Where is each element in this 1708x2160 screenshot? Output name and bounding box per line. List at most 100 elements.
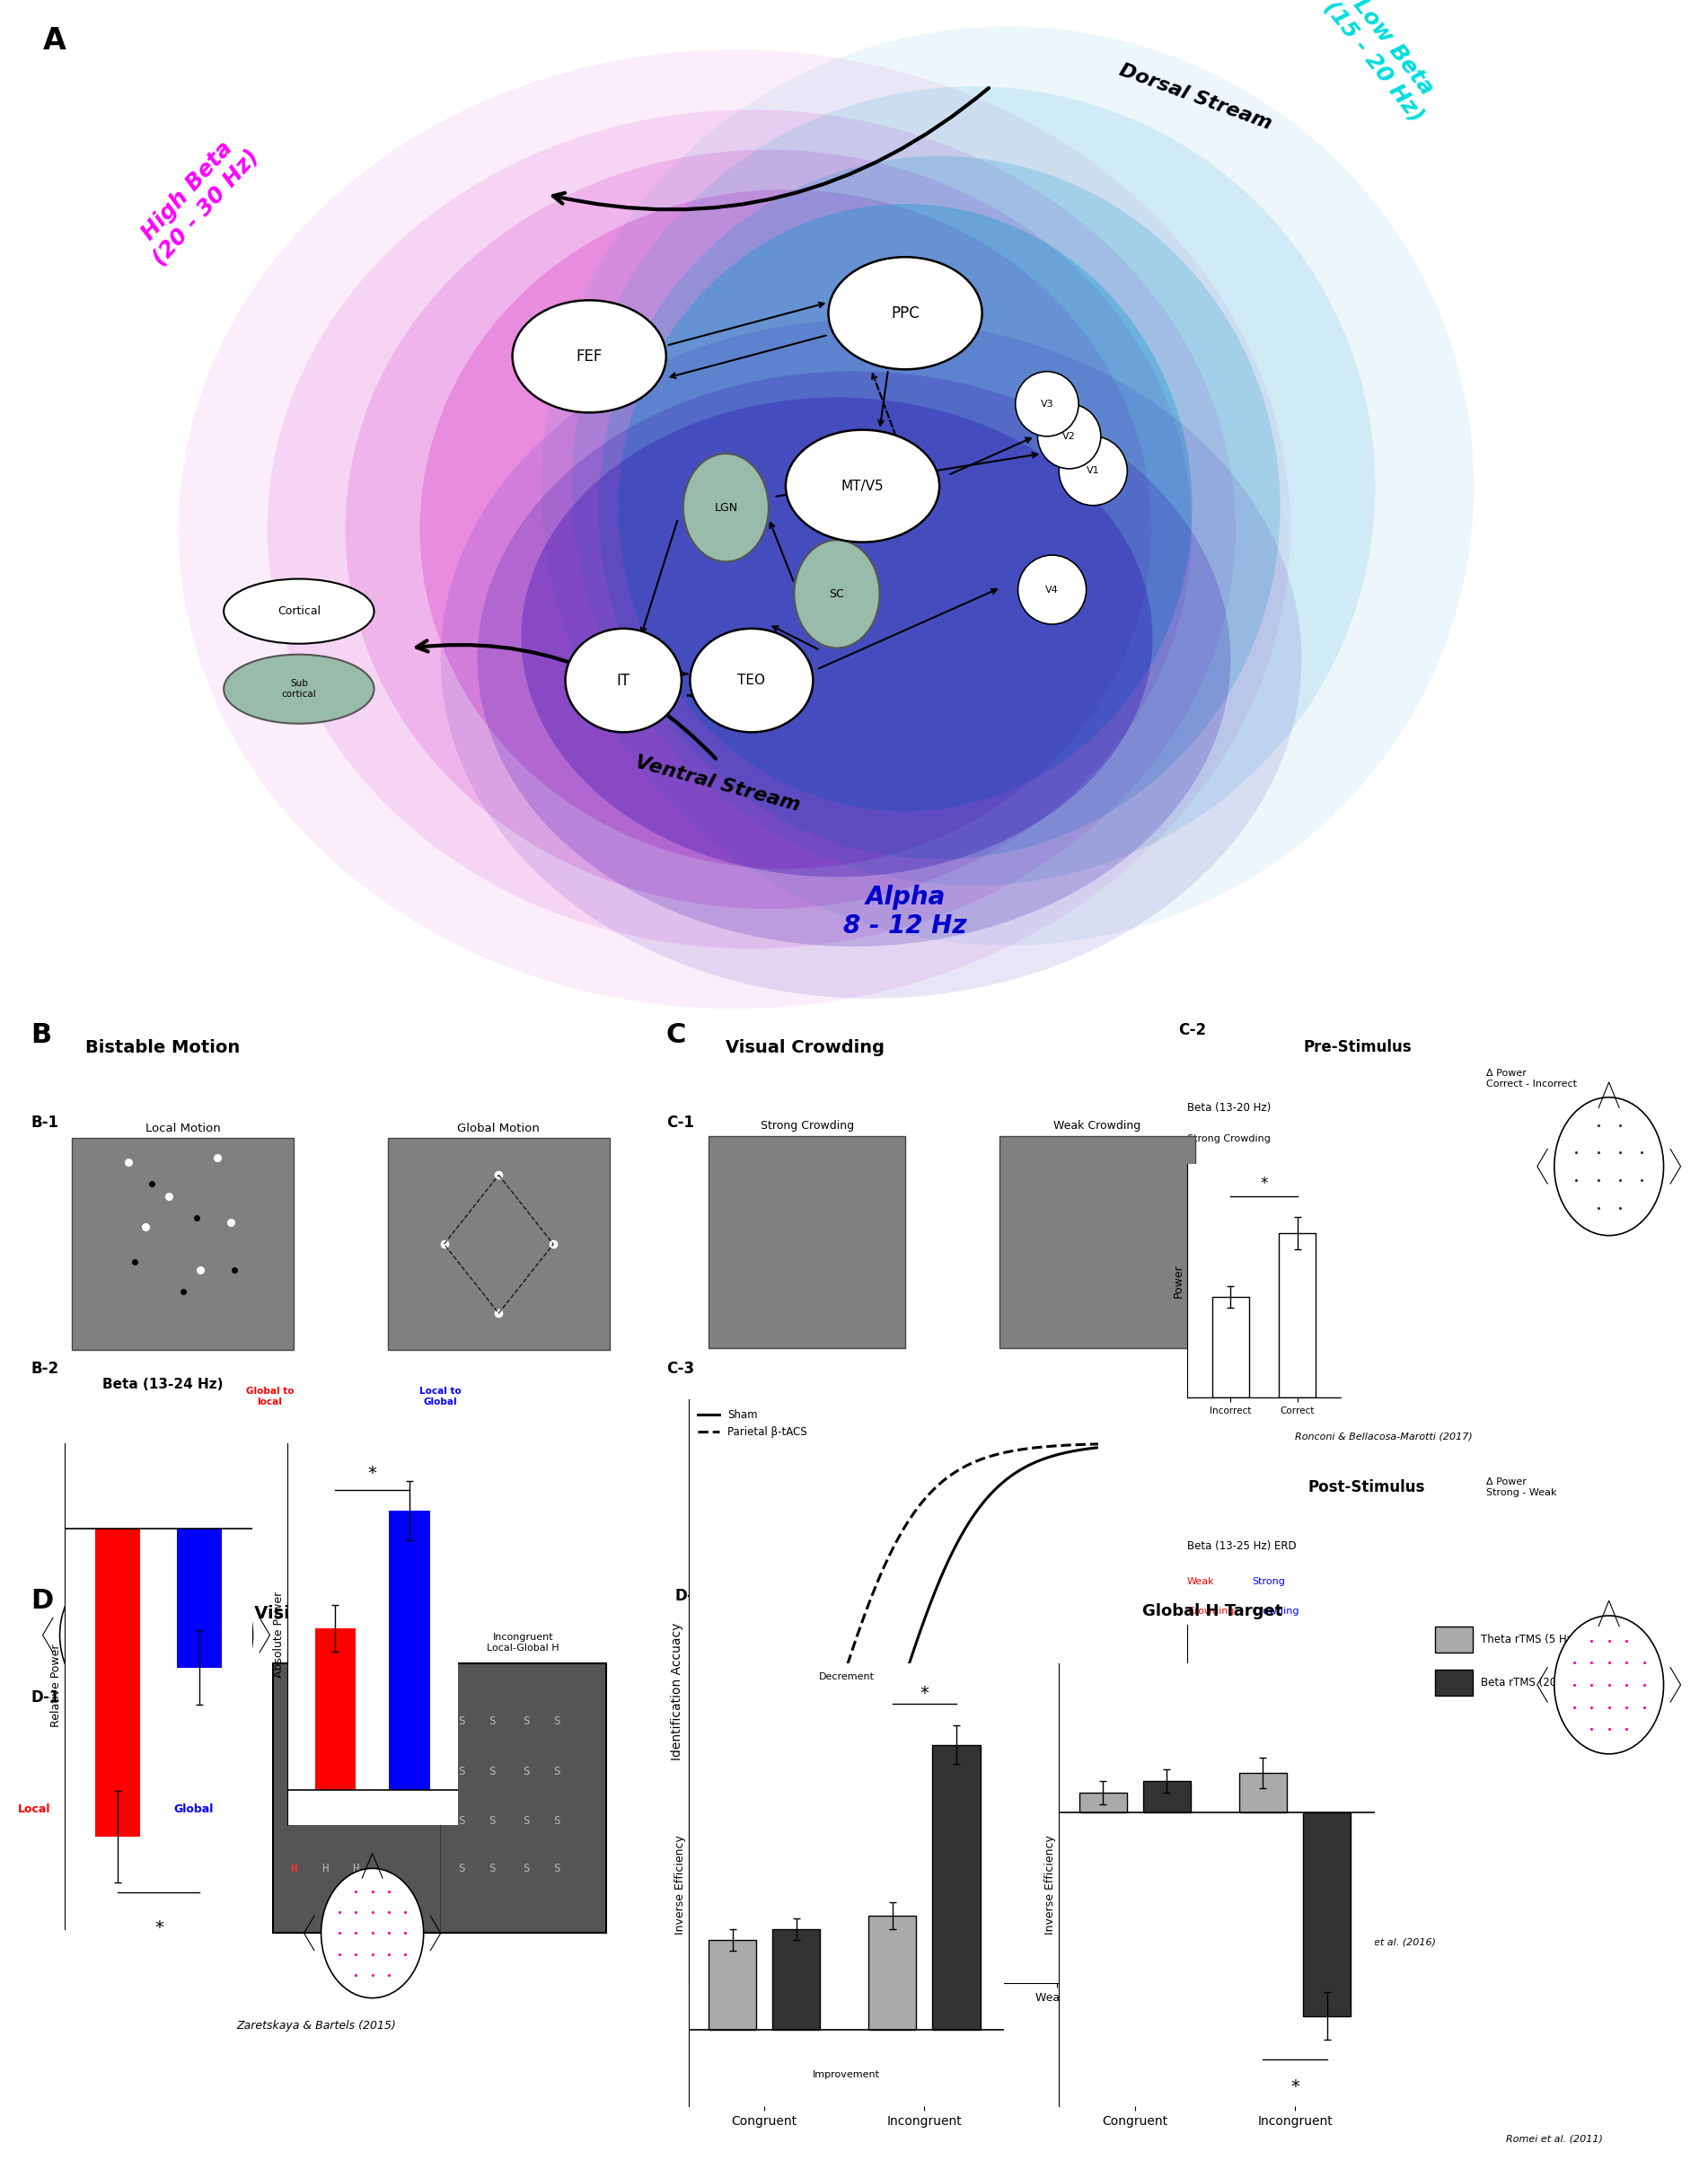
Text: Improvement: Improvement bbox=[813, 2071, 880, 2080]
Text: Visual Crowding: Visual Crowding bbox=[726, 1039, 885, 1056]
Text: V1: V1 bbox=[1086, 467, 1100, 475]
Text: Weak: Weak bbox=[1187, 1577, 1214, 1585]
Circle shape bbox=[60, 1570, 162, 1700]
Ellipse shape bbox=[1059, 436, 1127, 505]
Text: *: * bbox=[1261, 1175, 1267, 1192]
Text: D-2: D-2 bbox=[675, 1588, 704, 1603]
Text: Battaglini et al. (2020): Battaglini et al. (2020) bbox=[845, 2009, 958, 2017]
Parietal β-tACS bbox=[1088, 1432, 1108, 1458]
Bar bbox=[389, 1510, 430, 1791]
Bar bbox=[1213, 1296, 1249, 1398]
Text: Strong: Strong bbox=[1252, 1577, 1284, 1585]
Ellipse shape bbox=[441, 320, 1301, 998]
Parietal β-tACS bbox=[1023, 1434, 1044, 1460]
Bar bbox=[314, 1629, 355, 1791]
Text: *: * bbox=[154, 1920, 164, 1938]
Text: H: H bbox=[804, 1238, 810, 1246]
Text: B-2: B-2 bbox=[31, 1361, 58, 1376]
Text: H: H bbox=[352, 1814, 359, 1827]
Sham bbox=[680, 1966, 700, 1992]
Circle shape bbox=[1554, 1616, 1664, 1754]
Bar bbox=[868, 1916, 915, 2030]
Ellipse shape bbox=[266, 110, 1235, 948]
Text: H: H bbox=[352, 1715, 359, 1728]
Text: Zaretskaya & Bartels (2015): Zaretskaya & Bartels (2015) bbox=[236, 2020, 396, 2030]
Circle shape bbox=[683, 454, 769, 562]
Text: Crowding: Crowding bbox=[1187, 1607, 1235, 1616]
Parietal β-tACS bbox=[922, 1477, 943, 1503]
Legend: Sham, Parietal β-tACS: Sham, Parietal β-tACS bbox=[693, 1404, 811, 1443]
Text: H: H bbox=[774, 1199, 779, 1207]
Circle shape bbox=[794, 540, 880, 648]
Circle shape bbox=[321, 1868, 424, 1998]
Ellipse shape bbox=[618, 203, 1192, 812]
Text: C-1: C-1 bbox=[666, 1115, 693, 1130]
Text: H: H bbox=[290, 1814, 297, 1827]
Text: *: * bbox=[921, 1685, 929, 1702]
Sham bbox=[1088, 1434, 1108, 1460]
Text: H: H bbox=[835, 1199, 840, 1207]
Text: Sub
cortical: Sub cortical bbox=[282, 680, 316, 698]
Text: Congruent
Local-Global H: Congruent Local-Global H bbox=[321, 1633, 393, 1652]
FancyArrowPatch shape bbox=[553, 89, 989, 210]
Text: H: H bbox=[804, 1199, 810, 1207]
Text: *: * bbox=[827, 1700, 837, 1717]
Text: H: H bbox=[774, 1277, 779, 1285]
Circle shape bbox=[85, 1739, 222, 1912]
Ellipse shape bbox=[828, 257, 982, 369]
Text: High Beta
(20 - 30 Hz): High Beta (20 - 30 Hz) bbox=[130, 127, 263, 270]
Text: H: H bbox=[352, 1765, 359, 1778]
Bar bbox=[1213, 1663, 1249, 1791]
Text: Strong Crowding: Strong Crowding bbox=[1187, 1134, 1271, 1143]
Text: C-2: C-2 bbox=[1179, 1022, 1206, 1037]
Text: *: * bbox=[367, 1464, 377, 1482]
Bar bbox=[1279, 1233, 1315, 1398]
Text: H: H bbox=[1146, 1214, 1151, 1227]
Text: S: S bbox=[553, 1862, 560, 1875]
Text: H: H bbox=[835, 1238, 840, 1246]
Ellipse shape bbox=[477, 372, 1230, 946]
Text: Local to
Global: Local to Global bbox=[420, 1387, 461, 1406]
Ellipse shape bbox=[565, 629, 681, 732]
Text: Local: Local bbox=[19, 1804, 51, 1814]
Text: S: S bbox=[553, 1765, 560, 1778]
Ellipse shape bbox=[541, 26, 1474, 946]
Text: *: * bbox=[1261, 1840, 1267, 1855]
Ellipse shape bbox=[690, 629, 813, 732]
Bar bbox=[933, 1745, 980, 2030]
Ellipse shape bbox=[512, 300, 666, 413]
Text: Theta rTMS (5 Hz): Theta rTMS (5 Hz) bbox=[1481, 1633, 1576, 1646]
Text: S: S bbox=[523, 1814, 529, 1827]
Text: Δ Power
Strong - Weak: Δ Power Strong - Weak bbox=[1486, 1477, 1556, 1497]
Text: S: S bbox=[523, 1715, 529, 1728]
Ellipse shape bbox=[1018, 555, 1086, 624]
Text: Decrement: Decrement bbox=[818, 1672, 874, 1680]
Text: MT/V5: MT/V5 bbox=[840, 480, 885, 492]
Text: Beta rTMS (20 Hz): Beta rTMS (20 Hz) bbox=[1481, 1676, 1578, 1689]
Text: S: S bbox=[488, 1765, 495, 1778]
Text: Global H Target: Global H Target bbox=[1143, 1603, 1283, 1618]
Text: C-3: C-3 bbox=[666, 1361, 693, 1376]
Bar bbox=[1079, 1793, 1127, 1812]
Bar bbox=[178, 1529, 222, 1668]
Bar bbox=[1279, 1663, 1315, 1709]
Text: Beta (13-25 Hz) ERD: Beta (13-25 Hz) ERD bbox=[1187, 1540, 1296, 1551]
Bar bbox=[96, 1529, 140, 1836]
Text: TEO: TEO bbox=[738, 674, 765, 687]
Bar bbox=[1435, 1670, 1472, 1696]
Text: Global to
local: Global to local bbox=[246, 1387, 294, 1406]
Bar bbox=[273, 1663, 606, 1933]
Text: S: S bbox=[488, 1814, 495, 1827]
Text: S: S bbox=[458, 1814, 465, 1827]
Text: S: S bbox=[523, 1765, 529, 1778]
Text: Beta (13-20 Hz): Beta (13-20 Hz) bbox=[1187, 1102, 1271, 1112]
Text: H: H bbox=[321, 1862, 328, 1875]
Text: Dorsal Stream: Dorsal Stream bbox=[1117, 60, 1274, 134]
Circle shape bbox=[714, 1458, 816, 1588]
Text: Weak Crowding: Weak Crowding bbox=[1054, 1121, 1141, 1132]
Text: H: H bbox=[290, 1862, 297, 1875]
Bar bbox=[72, 1138, 294, 1350]
Text: Cortical: Cortical bbox=[277, 605, 321, 618]
Text: Incongruent
Local-Global H: Incongruent Local-Global H bbox=[487, 1633, 559, 1652]
Ellipse shape bbox=[179, 50, 1291, 1009]
